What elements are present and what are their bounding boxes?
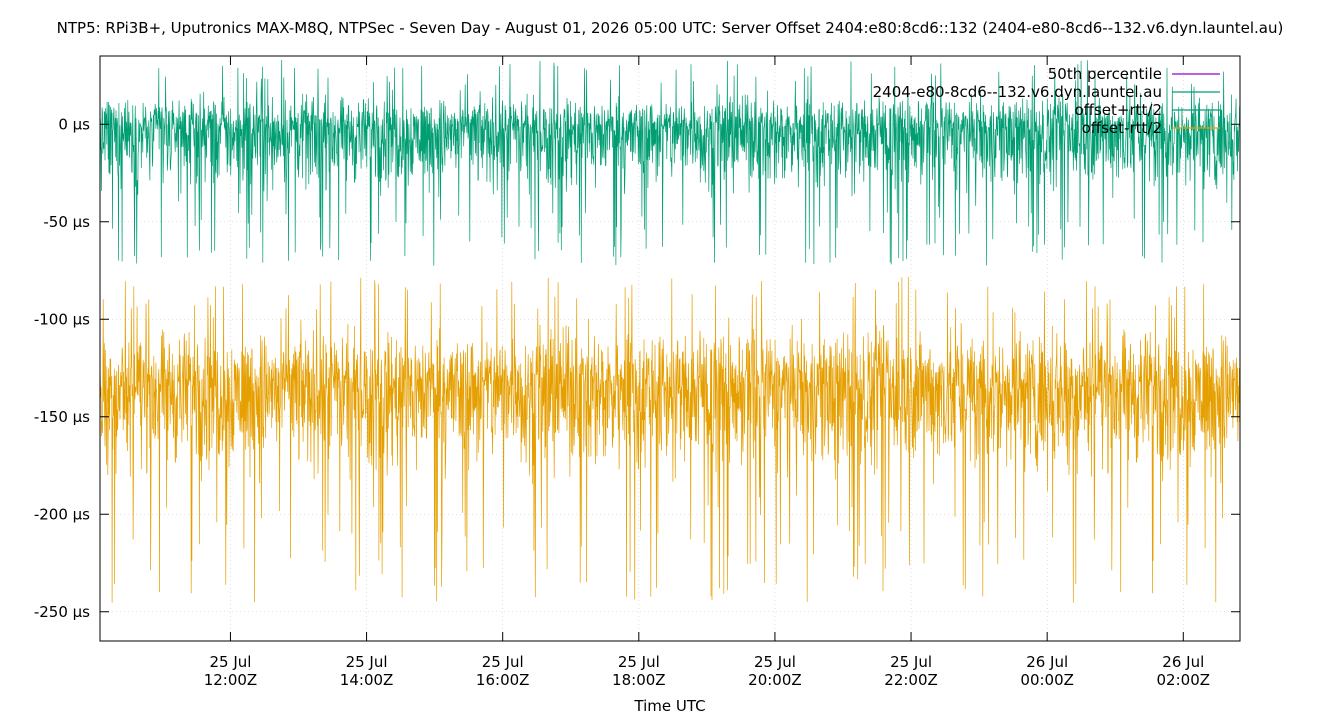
legend-label: offset+rtt/2 xyxy=(1074,101,1162,119)
x-tick-label-date: 25 Jul xyxy=(209,653,251,671)
x-tick-label-date: 25 Jul xyxy=(482,653,524,671)
y-tick-label: -250 µs xyxy=(34,603,90,621)
y-tick-label: 0 µs xyxy=(58,115,90,133)
x-tick-label-date: 25 Jul xyxy=(754,653,796,671)
x-tick-label-time: 16:00Z xyxy=(476,671,530,689)
x-tick-label-time: 22:00Z xyxy=(884,671,938,689)
x-tick-label-date: 25 Jul xyxy=(890,653,932,671)
x-tick-label-date: 25 Jul xyxy=(346,653,388,671)
x-tick-label-date: 25 Jul xyxy=(618,653,660,671)
x-tick-label-date: 26 Jul xyxy=(1162,653,1204,671)
y-axis: 0 µs -50 µs -100 µs -150 µs -200 µs -250 µs xyxy=(34,115,1240,621)
chart-title: NTP5: RPi3B+, Uputronics MAX-M8Q, NTPSec… xyxy=(56,19,1284,37)
series-line xyxy=(99,59,1241,266)
x-tick-label-time: 00:00Z xyxy=(1020,671,1074,689)
series-layer xyxy=(99,59,1241,603)
x-tick-label-date: 26 Jul xyxy=(1026,653,1068,671)
legend: 50th percentile2404-e80-8cd6--132.v6.dyn… xyxy=(873,65,1220,137)
y-tick-label: -200 µs xyxy=(34,505,90,523)
y-tick-label: -100 µs xyxy=(34,310,90,328)
x-tick-label-time: 14:00Z xyxy=(340,671,394,689)
x-axis-label: Time UTC xyxy=(634,697,706,715)
legend-label: offset-rtt/2 xyxy=(1082,119,1162,137)
series-line xyxy=(99,276,1241,603)
x-tick-label-time: 02:00Z xyxy=(1157,671,1211,689)
legend-label: 2404-e80-8cd6--132.v6.dyn.launtel.au xyxy=(873,83,1162,101)
legend-label: 50th percentile xyxy=(1048,65,1162,83)
x-tick-label-time: 20:00Z xyxy=(748,671,802,689)
x-tick-label-time: 18:00Z xyxy=(612,671,666,689)
plot-frame xyxy=(99,55,1241,642)
x-tick-label-time: 12:00Z xyxy=(204,671,258,689)
y-tick-label: -50 µs xyxy=(43,213,90,231)
y-tick-label: -150 µs xyxy=(34,408,90,426)
